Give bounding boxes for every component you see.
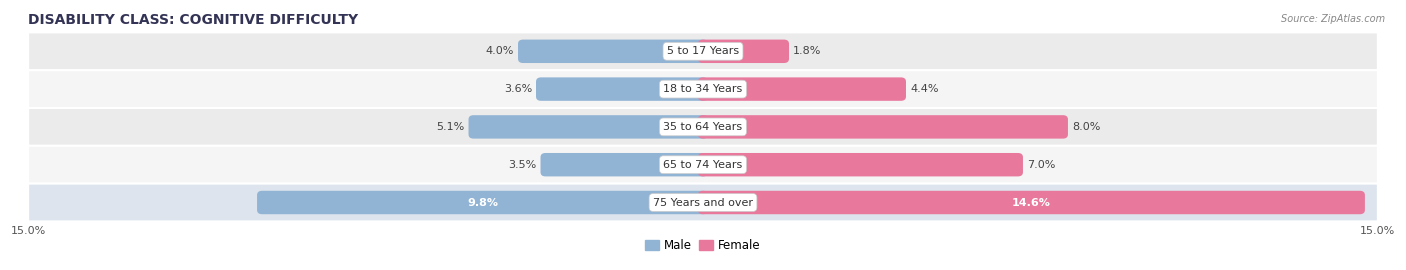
Text: 3.5%: 3.5% — [509, 160, 537, 170]
FancyBboxPatch shape — [540, 153, 709, 176]
FancyBboxPatch shape — [28, 32, 1378, 70]
Text: 7.0%: 7.0% — [1026, 160, 1056, 170]
FancyBboxPatch shape — [697, 40, 789, 63]
Text: 35 to 64 Years: 35 to 64 Years — [664, 122, 742, 132]
Legend: Male, Female: Male, Female — [641, 235, 765, 257]
Text: 75 Years and over: 75 Years and over — [652, 197, 754, 208]
Text: 5.1%: 5.1% — [436, 122, 464, 132]
Text: 4.0%: 4.0% — [485, 46, 515, 56]
FancyBboxPatch shape — [28, 184, 1378, 221]
Text: 9.8%: 9.8% — [467, 197, 498, 208]
FancyBboxPatch shape — [536, 77, 709, 101]
Text: 65 to 74 Years: 65 to 74 Years — [664, 160, 742, 170]
FancyBboxPatch shape — [468, 115, 709, 139]
Text: 3.6%: 3.6% — [503, 84, 531, 94]
FancyBboxPatch shape — [257, 191, 709, 214]
Text: 1.8%: 1.8% — [793, 46, 821, 56]
FancyBboxPatch shape — [517, 40, 709, 63]
Text: DISABILITY CLASS: COGNITIVE DIFFICULTY: DISABILITY CLASS: COGNITIVE DIFFICULTY — [28, 13, 359, 27]
Text: 4.4%: 4.4% — [910, 84, 938, 94]
FancyBboxPatch shape — [697, 77, 905, 101]
Text: Source: ZipAtlas.com: Source: ZipAtlas.com — [1281, 14, 1385, 23]
FancyBboxPatch shape — [28, 146, 1378, 184]
FancyBboxPatch shape — [28, 70, 1378, 108]
FancyBboxPatch shape — [697, 191, 1365, 214]
FancyBboxPatch shape — [697, 153, 1024, 176]
Text: 8.0%: 8.0% — [1071, 122, 1101, 132]
Text: 14.6%: 14.6% — [1012, 197, 1050, 208]
FancyBboxPatch shape — [28, 108, 1378, 146]
FancyBboxPatch shape — [697, 115, 1069, 139]
Text: 5 to 17 Years: 5 to 17 Years — [666, 46, 740, 56]
Text: 18 to 34 Years: 18 to 34 Years — [664, 84, 742, 94]
